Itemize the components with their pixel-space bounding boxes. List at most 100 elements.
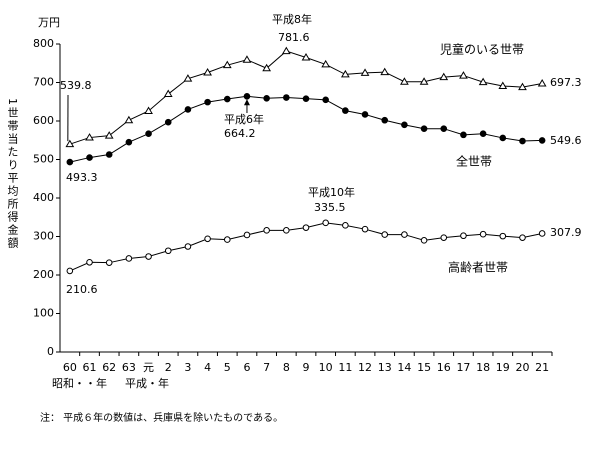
marker [283, 94, 290, 101]
marker [380, 67, 390, 76]
marker [361, 111, 369, 118]
x-tick-label: 2 [165, 361, 172, 374]
marker [381, 116, 389, 124]
x-tick-label: 63 [122, 361, 136, 374]
x-tick-label: 10 [319, 361, 333, 374]
y-tick-label: 200 [33, 268, 54, 281]
x-tick-label: 4 [204, 361, 211, 374]
x-tick-label: 19 [496, 361, 510, 374]
value-label: 493.3 [66, 171, 98, 184]
marker [223, 95, 231, 103]
marker [124, 115, 134, 124]
y-tick-label: 0 [47, 345, 54, 358]
marker [400, 77, 409, 85]
x-tick-label: 11 [338, 361, 352, 374]
marker [163, 89, 173, 98]
series-label: 児童のいる世帯 [440, 42, 524, 57]
marker [125, 138, 133, 146]
marker [440, 234, 448, 241]
marker [184, 106, 192, 113]
marker [538, 230, 546, 237]
y-axis-label: 1世帯当たり平均所得金額 [6, 98, 19, 250]
x-tick-label: 元 [143, 361, 154, 374]
marker [184, 243, 192, 250]
x-tick-label: 14 [397, 361, 411, 374]
annotation: 平成6年 [224, 112, 264, 126]
x-tick-label: 8 [283, 361, 290, 374]
x-tick-label: 21 [535, 361, 549, 374]
y-tick-label: 300 [33, 230, 54, 243]
marker [439, 72, 449, 81]
y-tick-label: 700 [33, 76, 54, 89]
marker [518, 82, 527, 91]
marker [263, 227, 270, 234]
marker [519, 234, 526, 241]
marker [125, 255, 133, 262]
x-tick-label: 17 [456, 361, 470, 374]
marker [242, 55, 252, 63]
y-tick-label: 500 [33, 153, 54, 166]
x-tick-label: 13 [378, 361, 392, 374]
arrow-head [243, 99, 250, 106]
x-era-label: 昭和・・年 [52, 376, 107, 390]
note: 注： 平成６年の数値は、兵庫県を除いたものである。 [40, 411, 283, 424]
marker [104, 131, 114, 139]
marker [342, 107, 349, 114]
marker [263, 94, 270, 102]
marker [538, 137, 546, 144]
marker [479, 130, 487, 138]
marker [243, 92, 251, 100]
x-tick-label: 3 [184, 361, 191, 374]
value-label: 697.3 [550, 76, 582, 89]
x-era-label: 平成・年 [125, 376, 169, 390]
marker [164, 247, 172, 255]
value-label: 335.5 [314, 201, 346, 214]
marker [360, 68, 370, 76]
marker [145, 130, 152, 138]
marker [499, 134, 507, 142]
x-tick-label: 20 [515, 361, 529, 374]
value-label: 210.6 [66, 283, 98, 296]
marker [223, 236, 231, 243]
marker [283, 227, 290, 234]
marker [302, 224, 310, 231]
annotation: 平成8年 [272, 12, 312, 26]
marker [321, 59, 331, 68]
value-label: 781.6 [278, 31, 310, 44]
x-tick-label: 61 [83, 361, 97, 374]
marker [65, 139, 75, 148]
marker [183, 74, 193, 82]
marker [499, 232, 507, 240]
marker [301, 52, 311, 61]
marker [340, 69, 350, 78]
y-tick-label: 100 [33, 307, 54, 320]
marker [86, 258, 93, 266]
value-label: 664.2 [224, 127, 256, 140]
x-tick-label: 9 [303, 361, 310, 374]
marker [204, 235, 211, 243]
y-tick-label: 600 [33, 114, 54, 127]
x-tick-label: 18 [476, 361, 490, 374]
marker [498, 81, 508, 89]
marker [419, 77, 429, 85]
marker [66, 158, 74, 166]
marker [479, 230, 487, 238]
marker [262, 63, 272, 72]
marker [381, 231, 389, 238]
marker [105, 259, 113, 266]
marker [243, 231, 251, 239]
marker [86, 154, 93, 161]
marker [322, 219, 329, 227]
marker [66, 267, 74, 275]
marker [460, 131, 467, 139]
marker [145, 253, 152, 260]
marker [401, 231, 408, 238]
marker [342, 222, 349, 229]
value-label: 549.6 [550, 134, 582, 147]
marker [519, 137, 526, 145]
marker [420, 237, 428, 244]
series-label: 全世帯 [456, 154, 492, 169]
value-label: 539.8 [60, 79, 92, 92]
marker [459, 71, 468, 79]
